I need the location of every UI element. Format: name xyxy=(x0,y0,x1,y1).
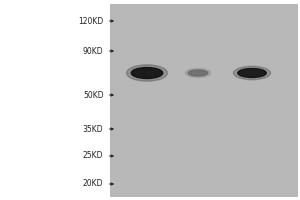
FancyBboxPatch shape xyxy=(110,4,297,196)
Text: 90KD: 90KD xyxy=(83,46,104,55)
Text: 25KD: 25KD xyxy=(83,152,104,160)
Text: 50KD: 50KD xyxy=(83,90,104,99)
Ellipse shape xyxy=(127,65,167,81)
Ellipse shape xyxy=(185,68,211,77)
Text: 35KD: 35KD xyxy=(83,124,104,134)
Ellipse shape xyxy=(238,68,266,77)
Ellipse shape xyxy=(188,70,208,76)
Ellipse shape xyxy=(131,68,163,78)
Text: 120KD: 120KD xyxy=(78,17,103,25)
Ellipse shape xyxy=(233,66,271,80)
Text: 20KD: 20KD xyxy=(83,180,104,188)
